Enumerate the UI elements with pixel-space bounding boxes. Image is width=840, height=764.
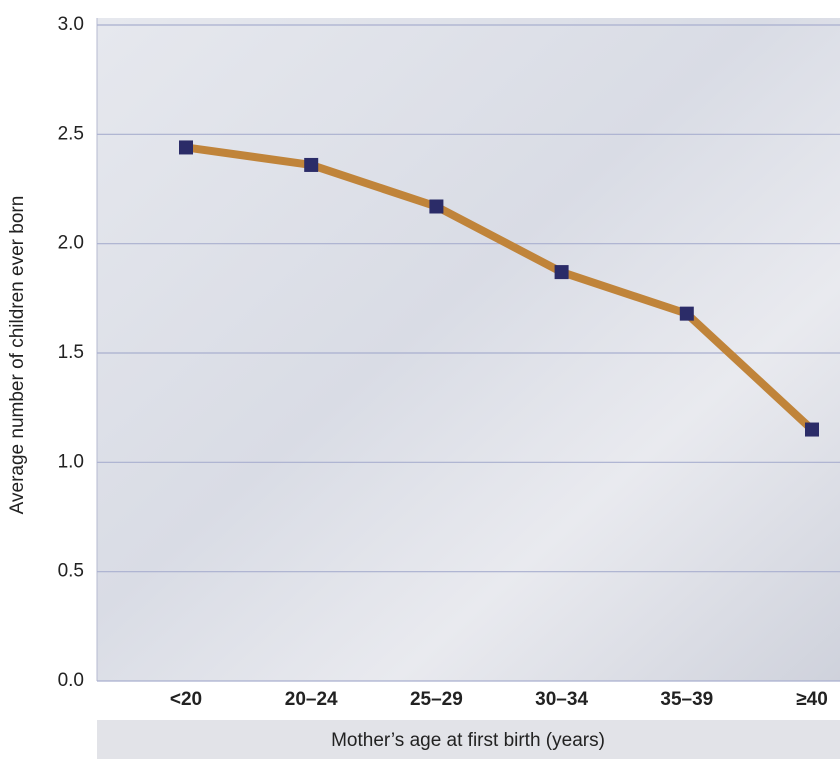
data-line [185,143,815,433]
y-tick-label: 1.0 [58,451,84,472]
y-tick-label: 3.0 [58,14,84,35]
data-point [304,157,319,172]
y-tick-label: 0.0 [58,670,84,691]
x-tick-label: <20 [170,689,202,710]
data-point [179,140,193,155]
x-tick-label: ≥40 [796,689,828,710]
y-tick-label: 1.5 [58,342,84,363]
data-point [554,265,569,280]
y-tick-label: 0.5 [58,561,84,582]
data-point [805,422,819,437]
data-point [679,306,694,321]
x-title-band [97,720,840,759]
data-point [429,199,444,214]
x-tick-label: 20–24 [285,689,338,710]
plot-background [97,18,840,681]
x-axis-title: Mother’s age at first birth (years) [331,730,605,751]
x-tick-label: 35–39 [660,689,713,710]
y-tick-label: 2.5 [58,123,84,144]
y-tick-label: 2.0 [58,233,84,254]
x-tick-label: 25–29 [410,689,463,710]
y-axis-title: Average number of children ever born [7,196,28,515]
x-tick-label: 30–34 [535,689,588,710]
